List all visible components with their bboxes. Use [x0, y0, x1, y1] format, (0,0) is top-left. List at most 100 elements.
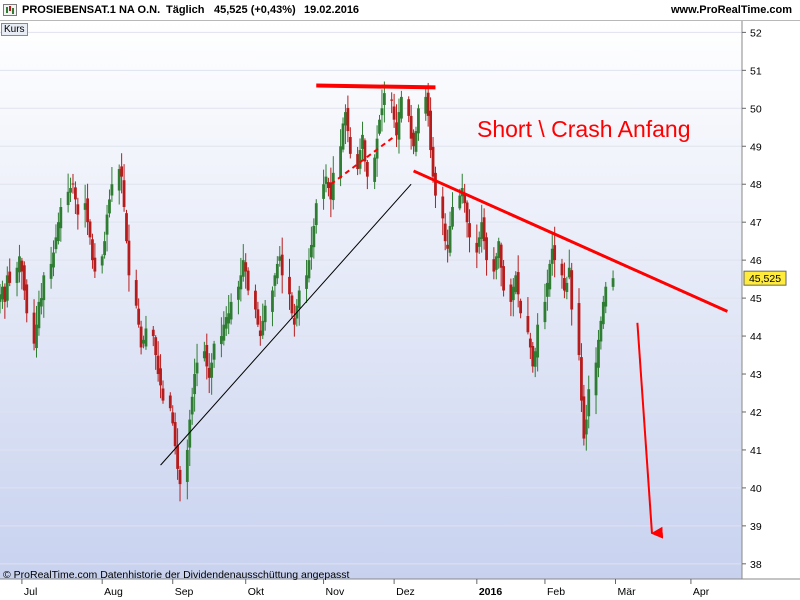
y-tick-label: 48 [750, 179, 762, 191]
candle-body [144, 328, 148, 347]
candle-body [604, 286, 608, 307]
candle-body [485, 237, 488, 261]
candle-body [275, 263, 279, 279]
candle-body [531, 345, 535, 367]
candle-body [553, 245, 557, 261]
candle-body [254, 290, 257, 310]
candle-body [329, 182, 333, 200]
x-tick-label: Okt [248, 586, 264, 598]
candle-body [611, 278, 615, 287]
candle-body [528, 338, 532, 348]
candle-body [492, 259, 496, 272]
price-change: 45,525 (+0,43%) [214, 4, 296, 16]
candle-body [594, 362, 598, 396]
candle-body [358, 150, 362, 169]
candle-body [482, 217, 486, 242]
candle-body [168, 395, 172, 409]
candle-body [54, 237, 58, 250]
candle-body [117, 169, 121, 191]
instrument-symbol: PROSIEBENSAT.1 NA O.N. [22, 4, 161, 16]
x-tick-label: Apr [693, 586, 710, 598]
candle-body [378, 119, 381, 134]
candle-body [288, 276, 291, 295]
candle-body [137, 308, 141, 325]
candle-body [424, 96, 428, 114]
candle-body [171, 412, 175, 424]
candle-body [307, 260, 311, 279]
candle-body [241, 260, 245, 277]
candle-body [190, 396, 194, 415]
candle-body [582, 396, 586, 439]
candle-body [237, 286, 240, 300]
candle-body [570, 270, 574, 310]
candle-body [83, 203, 87, 210]
candle-body [42, 275, 46, 301]
candle-body [443, 223, 447, 242]
candle-body [105, 214, 109, 235]
candle-body [139, 326, 143, 348]
last-price-badge: 45,525 [743, 270, 787, 286]
candle-body [261, 320, 265, 336]
candle-body [127, 240, 131, 276]
y-tick-label: 38 [750, 559, 762, 571]
candle-body [577, 303, 581, 356]
candle-body [545, 282, 549, 297]
candle-body [39, 298, 43, 307]
candle-body [409, 115, 413, 139]
candle-body [417, 108, 420, 134]
x-tick-label: Sep [175, 586, 194, 598]
candle-body [103, 241, 107, 256]
candle-body [312, 225, 316, 248]
candle-body [324, 176, 328, 184]
candle-body [205, 344, 209, 367]
candle-body [431, 146, 435, 177]
candle-body [550, 248, 554, 264]
candle-body [176, 445, 179, 469]
candle-body [580, 357, 583, 401]
candle-body [429, 110, 433, 151]
candle-body [341, 123, 345, 150]
candle-body [297, 290, 301, 309]
candle-body [331, 172, 335, 201]
candle-body [365, 161, 369, 177]
candle-body [601, 301, 605, 325]
x-tick-label: Feb [547, 586, 565, 598]
candle-body [8, 271, 12, 283]
candle-body [37, 301, 41, 329]
candle-body [563, 278, 566, 291]
candlestick-series [0, 81, 615, 502]
candle-body [100, 256, 104, 266]
candle-body [3, 286, 7, 302]
chart-header: PROSIEBENSAT.1 NA O.N. Täglich 45,525 (+… [0, 0, 800, 21]
candle-body [108, 199, 111, 214]
price-chart: 38 39 40 41 42 43 44 45 46 47 48 49 50 51 52 Jul Aug Sep… [0, 21, 800, 598]
candle-body [258, 330, 262, 337]
candle-body [395, 122, 398, 135]
plot-background [0, 21, 742, 579]
panel-label: Kurs [1, 23, 28, 36]
x-tick-label: Aug [104, 586, 123, 598]
candle-body [543, 301, 547, 323]
candle-body [193, 374, 197, 395]
site-link[interactable]: www.ProRealTime.com [670, 4, 792, 16]
candle-body [584, 419, 588, 435]
candle-body [18, 256, 21, 273]
x-axis: Jul Aug Sep Okt Nov Dez 2016 Feb Mär Apr [21, 579, 710, 598]
candle-body [290, 295, 294, 314]
candle-body [227, 313, 231, 324]
candle-body [412, 132, 415, 147]
candle-body [509, 284, 513, 302]
candle-body [91, 239, 94, 261]
chart-period: Täglich [166, 4, 205, 16]
y-tick-label: 39 [750, 521, 762, 533]
candle-body [142, 339, 145, 344]
candle-body [451, 207, 454, 227]
candle-body [565, 282, 569, 292]
downtrend-line [412, 169, 729, 313]
candle-body [292, 318, 296, 325]
candle-body [224, 317, 228, 329]
candle-body [120, 166, 124, 177]
candle-body [207, 367, 211, 378]
candle-body [480, 222, 484, 239]
y-tick-label: 43 [750, 369, 762, 381]
